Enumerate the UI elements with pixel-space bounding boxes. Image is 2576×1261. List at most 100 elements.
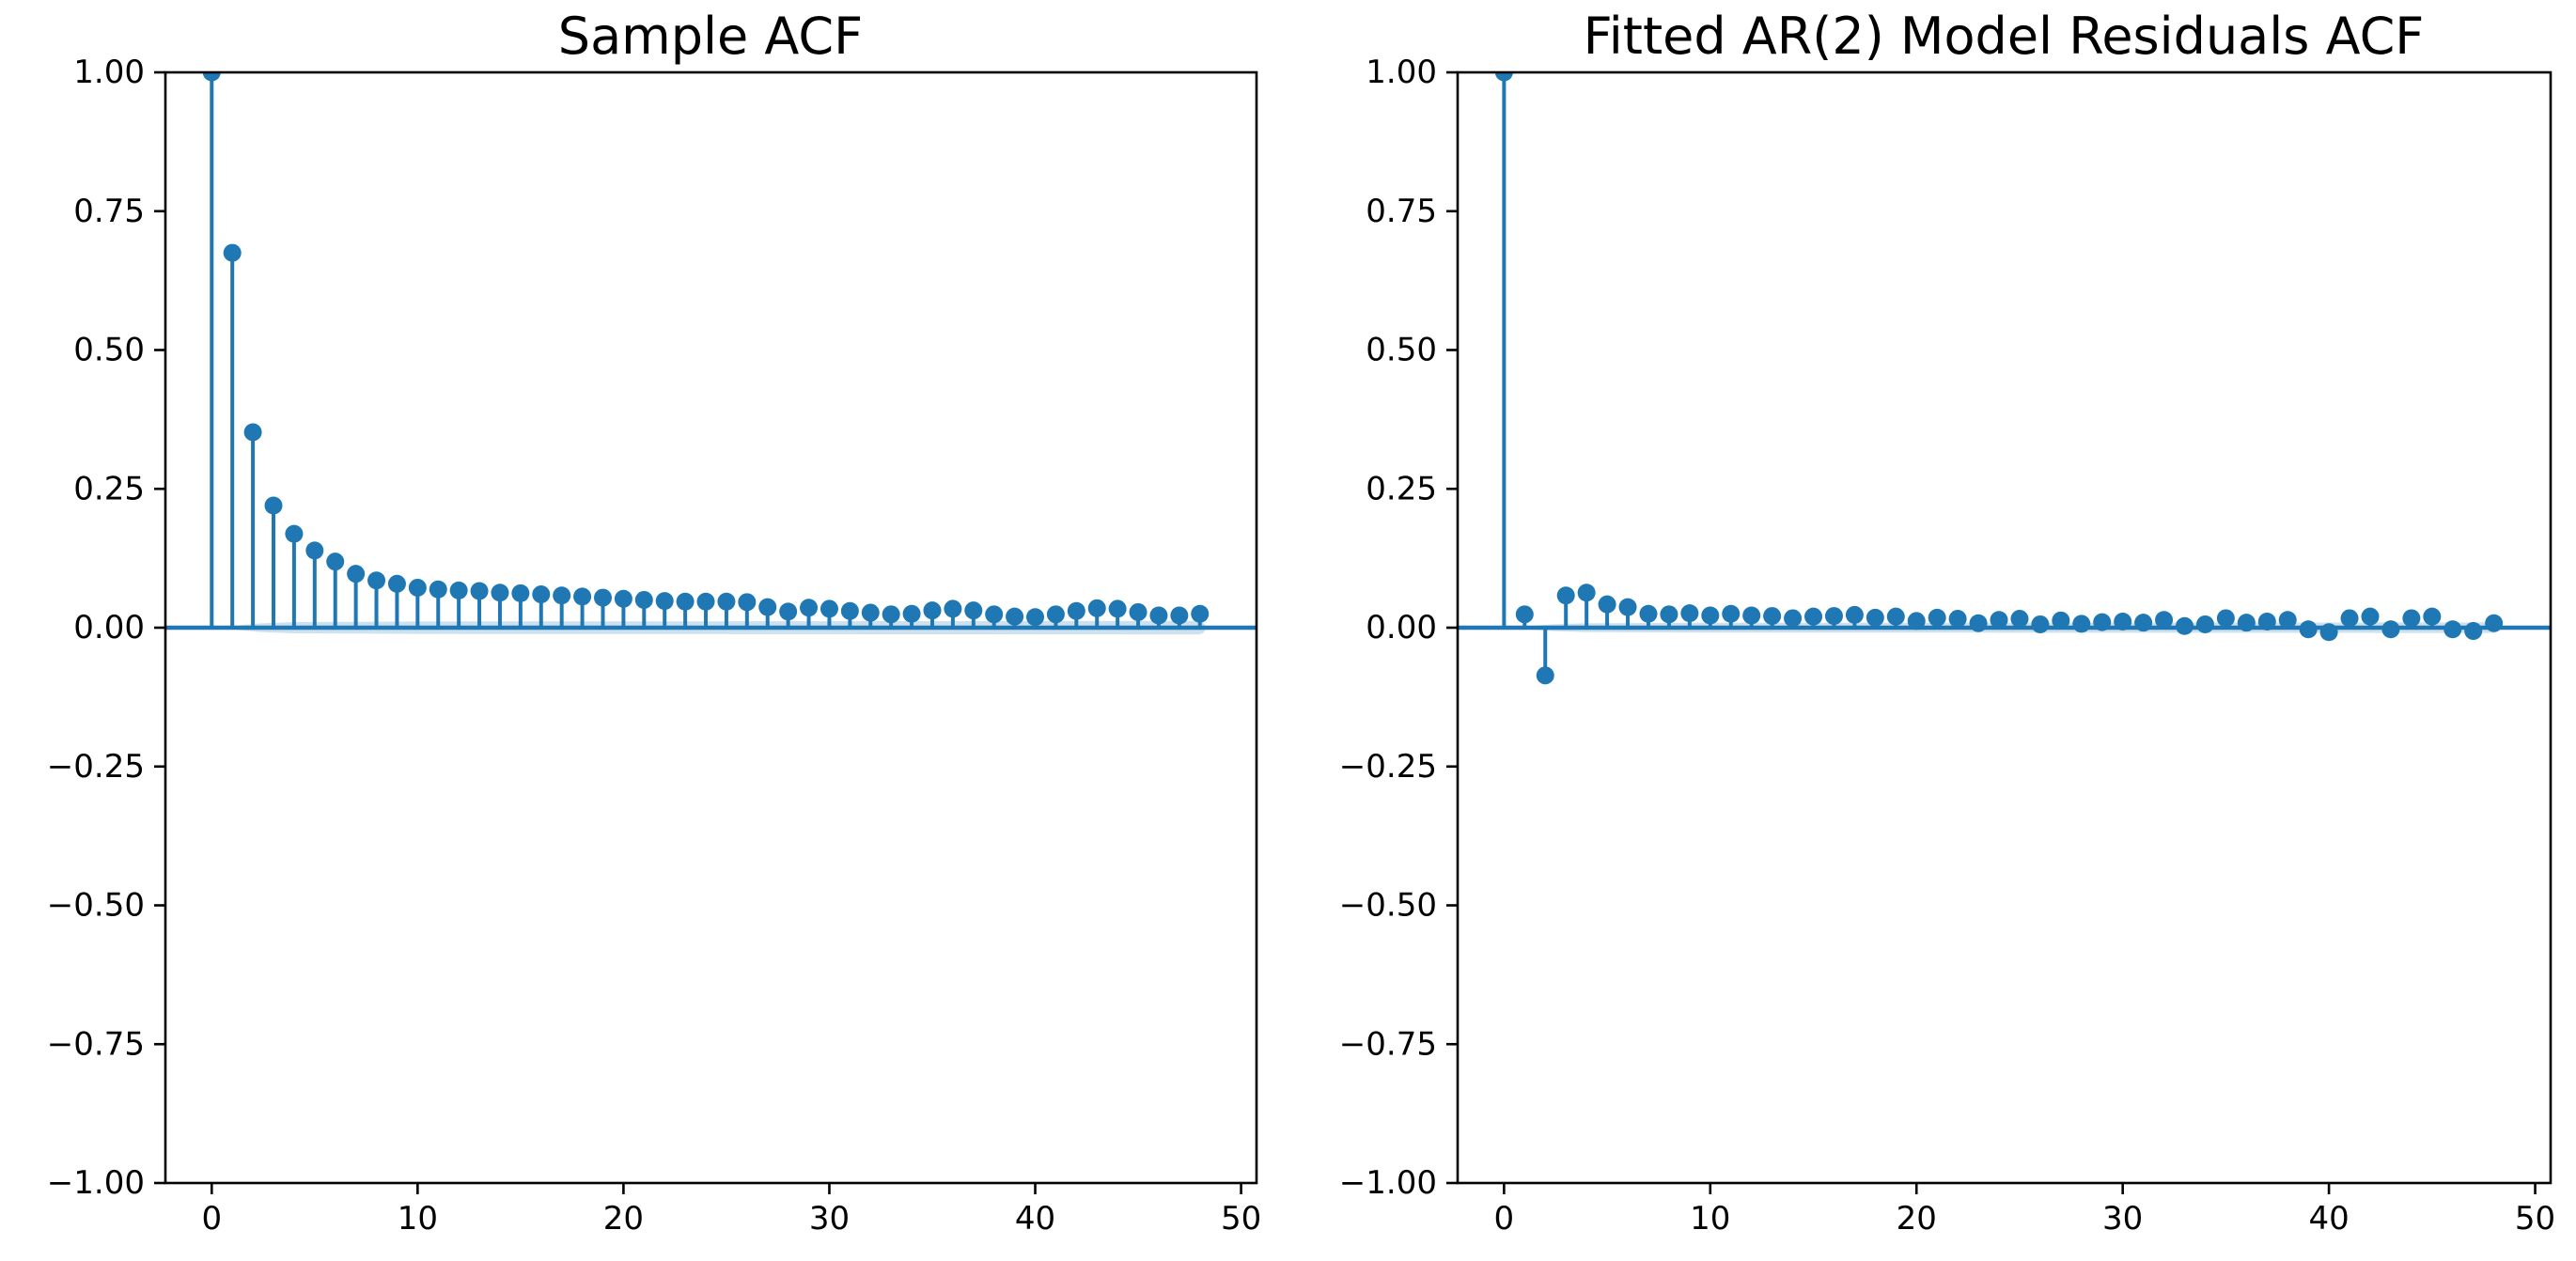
stem-marker	[758, 598, 777, 616]
stem-marker	[2361, 607, 2380, 626]
stem-marker	[2072, 615, 2091, 633]
stem-marker	[1149, 606, 1168, 625]
stem-marker	[2093, 613, 2112, 631]
y-axis: 1.00 0.75 0.50 0.25 0.00 −0.25 −0.50 −0.75 −1.00	[47, 54, 165, 1202]
y-tick-label: 0.50	[1366, 332, 1437, 369]
y-tick-label: 0.50	[73, 332, 145, 369]
stem-marker	[2052, 611, 2070, 630]
stem-marker	[2464, 622, 2483, 641]
stem-marker	[264, 496, 283, 515]
stem-marker	[223, 243, 242, 262]
stem-marker	[553, 586, 571, 605]
stem-marker	[1824, 607, 1843, 626]
stem-marker	[614, 589, 632, 608]
y-tick-label: 1.00	[1366, 54, 1437, 91]
stem-marker	[2134, 614, 2153, 632]
stem-marker	[532, 585, 551, 604]
x-tick-label: 20	[1897, 1200, 1937, 1238]
stem-marker	[1680, 604, 1699, 623]
stem-marker	[2195, 615, 2214, 633]
stem-marker	[1046, 605, 1065, 624]
stem-marker	[820, 599, 838, 618]
y-tick-label: −0.25	[1339, 748, 1437, 786]
stem-marker	[202, 72, 221, 82]
stem-marker	[1067, 601, 1085, 620]
stem-marker	[800, 599, 819, 617]
x-tick-label: 0	[201, 1200, 222, 1238]
stem-marker	[1026, 608, 1045, 627]
y-tick-label: 1.00	[73, 54, 145, 91]
stem-marker	[1990, 611, 2008, 630]
stem-marker	[408, 578, 427, 597]
stem-marker	[985, 605, 1004, 624]
stem-marker	[2381, 620, 2400, 639]
stem-marker	[326, 553, 345, 571]
stem-series	[202, 72, 1210, 628]
x-tick-label: 40	[1015, 1200, 1055, 1238]
stem-marker	[470, 582, 489, 600]
y-tick-label: 0.75	[73, 193, 145, 230]
stem-marker	[1087, 599, 1106, 617]
stem-marker	[655, 592, 674, 611]
stem-marker	[305, 541, 324, 560]
plot-data-area	[1458, 72, 2551, 685]
stem-marker	[429, 580, 447, 599]
stem-marker	[1722, 604, 1741, 623]
stem-marker	[1536, 666, 1554, 685]
y-tick-label: −0.50	[47, 887, 145, 925]
x-tick-label: 20	[603, 1200, 644, 1238]
stem-marker	[1170, 606, 1189, 625]
stem-marker	[1742, 606, 1761, 625]
stem-marker	[243, 423, 262, 442]
x-axis: 0 10 20 30 40 50	[201, 1183, 1261, 1238]
stem-series	[1494, 72, 2504, 685]
stem-marker	[634, 590, 653, 609]
x-tick-label: 30	[809, 1200, 850, 1238]
y-tick-label: 0.00	[1366, 609, 1437, 646]
stem-marker	[1845, 605, 1864, 624]
y-axis: 1.00 0.75 0.50 0.25 0.00 −0.25 −0.50 −0.75 −1.00	[1339, 54, 1458, 1202]
y-tick-label: −0.75	[47, 1025, 145, 1063]
stem-marker	[491, 584, 509, 602]
stem-marker	[1598, 595, 1616, 614]
y-tick-label: −1.00	[47, 1164, 145, 1202]
stem-marker	[738, 593, 757, 612]
y-tick-label: −0.50	[1339, 887, 1437, 925]
stem-marker	[944, 599, 962, 618]
y-tick-label: 0.00	[73, 609, 145, 646]
stem-marker	[2114, 612, 2132, 630]
stem-marker	[964, 601, 983, 620]
stem-marker	[347, 565, 366, 584]
stem-marker	[1191, 604, 1210, 623]
stem-marker	[2402, 609, 2421, 628]
stem-marker	[593, 588, 612, 607]
stem-marker	[2031, 615, 2050, 633]
stem-marker	[2237, 614, 2256, 632]
stem-marker	[861, 603, 880, 622]
stem-marker	[1804, 607, 1823, 626]
stem-marker	[2257, 612, 2276, 630]
sample-acf-title: Sample ACF	[557, 7, 864, 66]
y-tick-label: 0.75	[1366, 193, 1437, 230]
stem-marker	[387, 574, 406, 593]
stem-marker	[1784, 609, 1803, 628]
stem-marker	[285, 524, 304, 543]
x-tick-label: 30	[2102, 1200, 2143, 1238]
stem-marker	[2216, 609, 2235, 628]
y-tick-label: 0.25	[73, 470, 145, 507]
stem-marker	[2443, 620, 2462, 639]
stem-marker	[696, 592, 715, 611]
stem-marker	[1108, 599, 1127, 618]
stem-marker	[923, 601, 942, 620]
stem-marker	[367, 571, 386, 590]
stem-marker	[511, 584, 530, 602]
y-tick-label: −1.00	[1339, 1164, 1437, 1202]
stem-marker	[2010, 610, 2029, 629]
x-tick-label: 40	[2308, 1200, 2349, 1238]
stem-marker	[1515, 605, 1534, 624]
stem-marker	[2299, 620, 2318, 639]
stem-marker	[1129, 602, 1147, 621]
x-axis: 0 10 20 30 40 50	[1494, 1183, 2555, 1238]
